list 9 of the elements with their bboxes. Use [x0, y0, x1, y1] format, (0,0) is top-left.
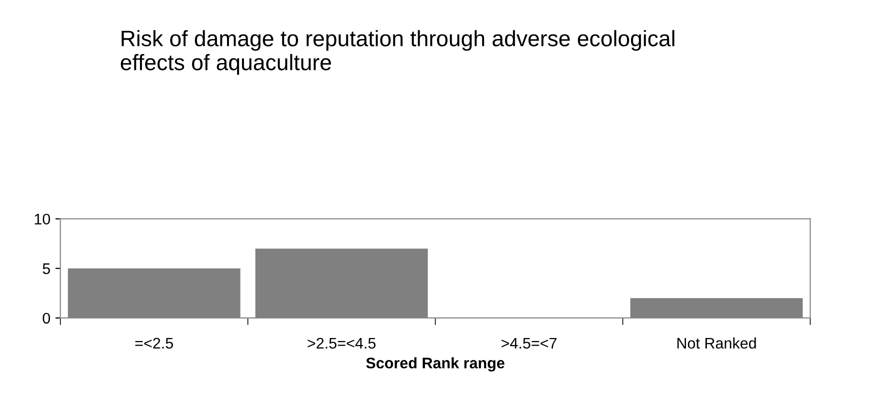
chart-title: Risk of damage to reputation through adverse ecological effects of aquaculture [120, 30, 674, 75]
y-tick-label: 5 [42, 263, 50, 274]
x-tick-label: Not Ranked [677, 337, 756, 349]
x-tick-label: =<2.5 [135, 338, 174, 349]
y-tick-label: 10 [34, 214, 50, 225]
x-axis-title: Scored Rank range [366, 357, 504, 372]
x-tick-label: >2.5=<4.5 [308, 338, 376, 349]
x-tick-label: >4.5=<7 [502, 338, 557, 349]
y-tick-label: 0 [42, 312, 50, 324]
